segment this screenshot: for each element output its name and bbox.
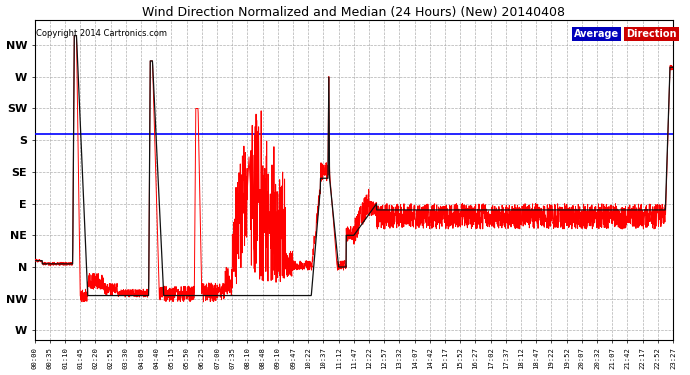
Text: Copyright 2014 Cartronics.com: Copyright 2014 Cartronics.com — [36, 29, 167, 38]
Text: Average: Average — [574, 29, 619, 39]
Text: Direction: Direction — [627, 29, 677, 39]
Title: Wind Direction Normalized and Median (24 Hours) (New) 20140408: Wind Direction Normalized and Median (24… — [142, 6, 565, 18]
